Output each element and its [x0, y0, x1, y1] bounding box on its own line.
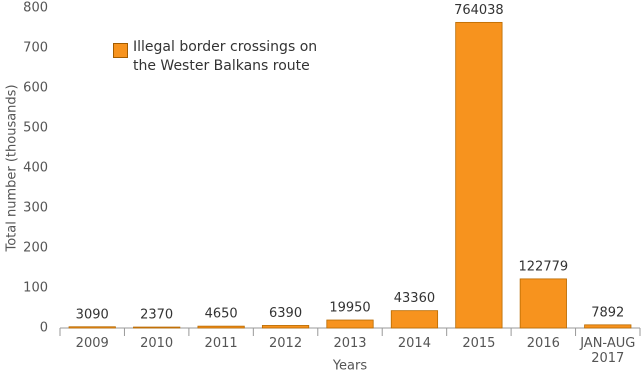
- bar: [390, 310, 439, 329]
- legend-label: Illegal border crossings on the Wester B…: [133, 39, 318, 74]
- x-tick-label: 2011: [204, 336, 238, 351]
- bar: [519, 278, 567, 329]
- legend: Illegal border crossings on the Wester B…: [113, 38, 328, 76]
- value-label: 122779: [519, 259, 569, 274]
- y-tick-label: 400: [23, 161, 48, 176]
- bar: [133, 326, 181, 329]
- value-label: 764038: [454, 3, 504, 18]
- y-tick-label: 800: [23, 1, 48, 16]
- x-tick-label: 2016: [526, 336, 560, 351]
- bar: [68, 326, 116, 329]
- bar: [584, 324, 632, 329]
- y-tick-label: 200: [23, 241, 48, 256]
- x-tick-label: 2014: [397, 336, 431, 351]
- value-label: 4650: [205, 307, 238, 322]
- y-tick-label: 300: [23, 201, 48, 216]
- x-tick-label: 2012: [269, 336, 303, 351]
- value-label: 7892: [591, 305, 624, 320]
- y-tick-label: 700: [23, 41, 48, 56]
- value-label: 19950: [329, 301, 370, 316]
- bar: [197, 325, 245, 329]
- x-tick-label: 2015: [462, 336, 496, 351]
- y-tick-label: 0: [40, 321, 48, 336]
- y-axis-title: Total number (thousands): [5, 84, 20, 252]
- bar: [455, 21, 503, 329]
- value-label: 6390: [269, 306, 302, 321]
- value-label: 2370: [140, 308, 173, 323]
- y-tick-label: 100: [23, 281, 48, 296]
- y-tick-label: 600: [23, 81, 48, 96]
- y-tick-label: 500: [23, 121, 48, 136]
- bar: [326, 319, 374, 329]
- x-tick-label: 2010: [140, 336, 174, 351]
- x-tick-label: 2009: [75, 336, 109, 351]
- legend-swatch: [113, 43, 128, 58]
- x-tick-label: JAN-AUG 2017: [580, 336, 636, 366]
- value-label: 43360: [394, 291, 435, 306]
- x-axis-title: Years: [332, 359, 368, 374]
- value-label: 3090: [76, 307, 109, 322]
- x-tick-label: 2013: [333, 336, 367, 351]
- bar: [261, 325, 310, 329]
